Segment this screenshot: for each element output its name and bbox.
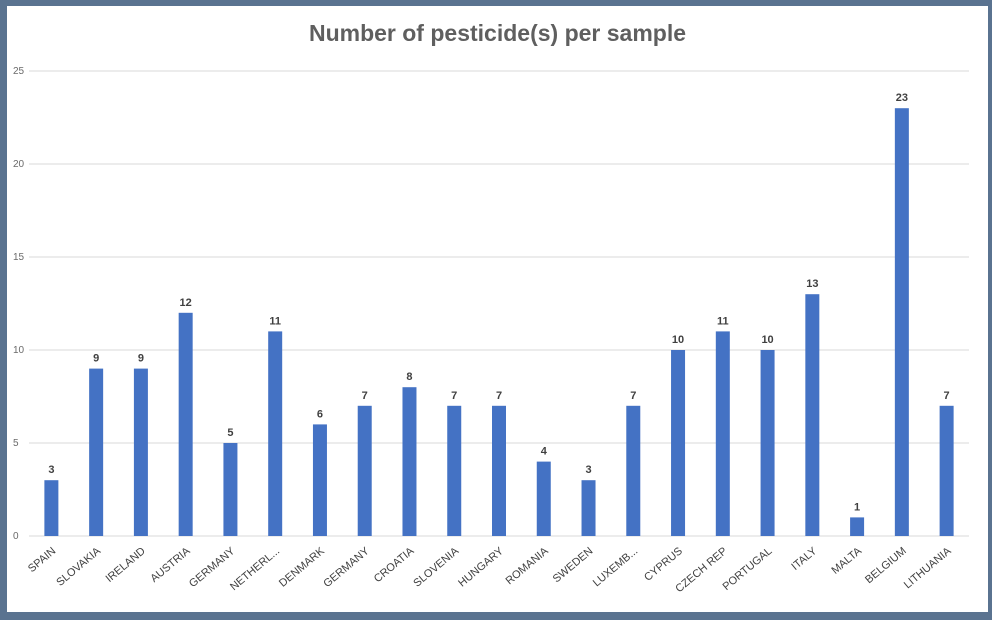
data-label: 9 <box>138 353 144 365</box>
data-label: 3 <box>48 464 54 476</box>
data-label: 7 <box>630 390 636 402</box>
bar <box>626 405 641 536</box>
data-label: 7 <box>944 390 950 402</box>
x-tick-label: DENMARK <box>277 545 327 590</box>
data-label: 7 <box>362 390 368 402</box>
y-tick-label: 0 <box>13 531 19 542</box>
bar <box>894 108 909 536</box>
y-tick-label: 5 <box>13 438 19 449</box>
y-tick-label: 20 <box>13 159 25 170</box>
data-label: 3 <box>585 464 591 476</box>
data-labels: 3 9 9 12 5 11 6 7 8 7 7 4 3 7 10 11 10 13 1 23 7 <box>48 92 949 513</box>
x-tick-label: CROATIA <box>372 545 417 586</box>
bar <box>44 480 59 536</box>
data-label: 7 <box>496 390 502 402</box>
x-tick-label: SLOVENIA <box>411 545 461 590</box>
bar <box>133 368 148 536</box>
data-label: 10 <box>761 334 773 346</box>
bar <box>760 350 775 536</box>
chart-area: Number of pesticide(s) per sample 0 5 10 15… <box>7 6 988 612</box>
x-tick-label: HUNGARY <box>456 545 506 590</box>
x-tick-label: SPAIN <box>26 545 58 575</box>
data-label: 9 <box>93 353 99 365</box>
data-label: 7 <box>451 390 457 402</box>
y-axis-ticks: 0 5 10 15 20 25 <box>13 66 25 542</box>
x-tick-label: BELGIUM <box>863 545 909 586</box>
data-label: 12 <box>180 297 192 309</box>
bar <box>671 350 686 536</box>
bar <box>850 517 865 536</box>
x-tick-label: LITHUANIA <box>902 545 954 592</box>
bar <box>581 480 596 536</box>
bar <box>939 405 954 536</box>
bar <box>492 405 506 536</box>
bar <box>178 312 193 536</box>
data-label: 11 <box>269 315 281 327</box>
x-tick-label: LUXEMB... <box>591 545 640 589</box>
bar <box>312 424 327 536</box>
data-label: 8 <box>406 371 412 383</box>
bar <box>536 461 551 536</box>
x-tick-label: PORTUGAL <box>721 545 775 593</box>
x-tick-label: SLOVAKIA <box>54 545 103 589</box>
data-label: 10 <box>672 334 684 346</box>
data-label: 23 <box>896 92 908 104</box>
bar <box>447 405 462 536</box>
x-tick-label: CYPRUS <box>642 545 685 584</box>
y-tick-label: 15 <box>13 252 25 263</box>
x-tick-label: ITALY <box>789 545 819 573</box>
x-tick-label: AUSTRIA <box>148 545 193 585</box>
data-label: 6 <box>317 408 323 420</box>
bar <box>89 368 104 536</box>
data-label: 13 <box>806 278 818 290</box>
data-label: 11 <box>717 315 729 327</box>
bar <box>268 331 283 536</box>
bar <box>357 405 372 536</box>
bar <box>715 331 730 536</box>
x-tick-label: SWEDEN <box>551 545 596 585</box>
x-tick-label: IRELAND <box>104 545 148 585</box>
x-tick-label: NETHERL... <box>228 545 282 593</box>
y-tick-label: 25 <box>13 66 25 77</box>
data-label: 1 <box>854 501 860 513</box>
bar <box>805 294 820 536</box>
chart-title: Number of pesticide(s) per sample <box>308 20 687 46</box>
data-label: 5 <box>227 427 233 439</box>
y-tick-label: 10 <box>13 345 25 356</box>
x-tick-label: MALTA <box>829 545 864 577</box>
data-label: 4 <box>541 446 548 458</box>
x-tick-label: ROMANIA <box>504 545 552 588</box>
bars <box>44 108 954 536</box>
bar <box>402 387 417 536</box>
x-tick-label: GERMANY <box>321 545 372 590</box>
bar <box>223 443 238 536</box>
